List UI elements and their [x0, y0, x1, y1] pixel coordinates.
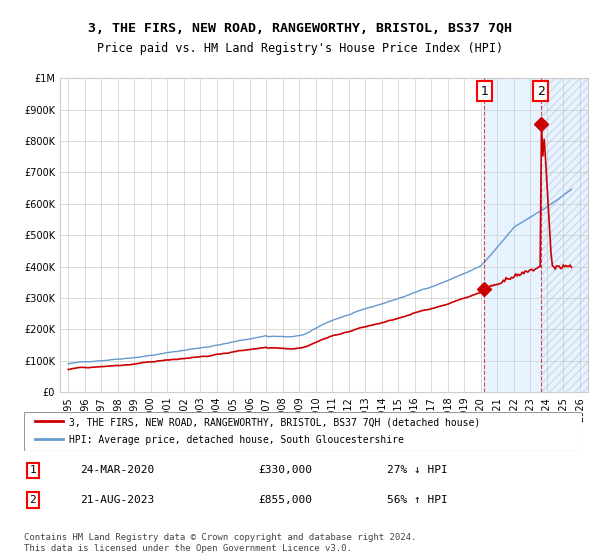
Text: 24-MAR-2020: 24-MAR-2020: [80, 465, 154, 475]
Text: Contains HM Land Registry data © Crown copyright and database right 2024.
This d: Contains HM Land Registry data © Crown c…: [24, 533, 416, 553]
Text: 1: 1: [29, 465, 37, 475]
Text: 3, THE FIRS, NEW ROAD, RANGEWORTHY, BRISTOL, BS37 7QH: 3, THE FIRS, NEW ROAD, RANGEWORTHY, BRIS…: [88, 22, 512, 35]
Text: £855,000: £855,000: [259, 495, 313, 505]
Text: £330,000: £330,000: [259, 465, 313, 475]
FancyBboxPatch shape: [24, 412, 582, 451]
Text: 21-AUG-2023: 21-AUG-2023: [80, 495, 154, 505]
Text: 2: 2: [537, 85, 545, 97]
Text: Price paid vs. HM Land Registry's House Price Index (HPI): Price paid vs. HM Land Registry's House …: [97, 42, 503, 55]
Text: 2: 2: [29, 495, 37, 505]
Text: HPI: Average price, detached house, South Gloucestershire: HPI: Average price, detached house, Sout…: [68, 435, 404, 445]
Text: 56% ↑ HPI: 56% ↑ HPI: [387, 495, 448, 505]
Bar: [484, 78, 588, 392]
Text: 1: 1: [481, 85, 488, 97]
Text: 27% ↓ HPI: 27% ↓ HPI: [387, 465, 448, 475]
Text: 3, THE FIRS, NEW ROAD, RANGEWORTHY, BRISTOL, BS37 7QH (detached house): 3, THE FIRS, NEW ROAD, RANGEWORTHY, BRIS…: [68, 417, 480, 427]
Bar: [541, 78, 588, 392]
Bar: [541, 78, 588, 392]
